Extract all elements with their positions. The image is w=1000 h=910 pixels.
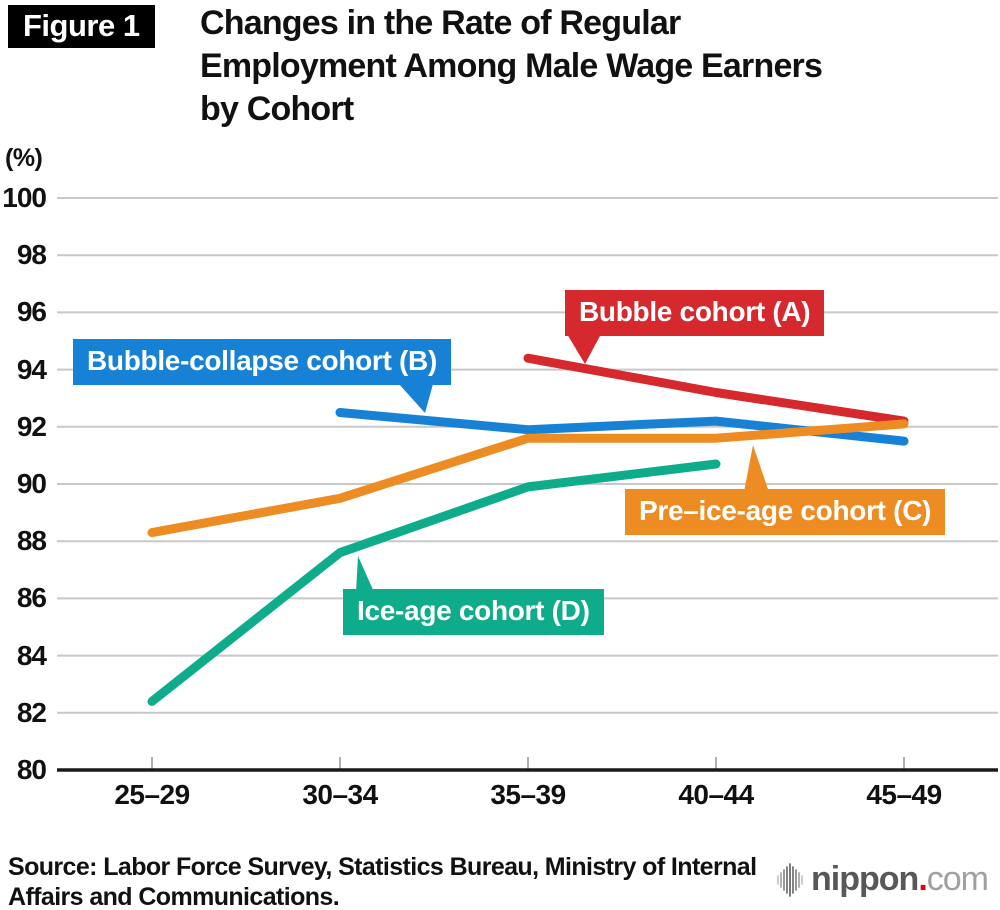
series-line-3 <box>147 459 721 706</box>
nippon-com-logo: nippon.com <box>776 860 989 899</box>
gridlines <box>57 197 998 714</box>
logo-tld: com <box>926 860 989 898</box>
legend-callout-ice-age-cohort: Ice-age cohort (D) <box>343 589 604 635</box>
x-axis-category-label: 35–39 <box>490 779 566 810</box>
axis-baseline-and-ticks <box>57 757 998 772</box>
y-axis-tick-label: 84 <box>16 639 47 671</box>
legend-callout-label: Bubble-collapse cohort (B) <box>87 345 437 376</box>
callout-pointer-tails <box>356 334 769 592</box>
y-axis-tick-label: 92 <box>16 410 47 442</box>
callout-tail-pre-ice-age-cohort <box>744 445 769 492</box>
y-axis-tick-label: 96 <box>16 296 47 328</box>
y-axis-tick-label: 94 <box>16 353 47 385</box>
soundwave-icon <box>777 862 803 897</box>
chart-title-line-2: Employment Among Male Wage Earners <box>200 47 823 85</box>
legend-callout-bubble-collapse-cohort: Bubble-collapse cohort (B) <box>73 339 451 385</box>
logo-name: nippon <box>811 860 919 898</box>
source-note-line-1: Source: Labor Force Survey, Statistics B… <box>8 853 757 881</box>
y-axis-unit-label: (%) <box>5 144 43 172</box>
chart-title-line-1: Changes in the Rate of Regular <box>200 4 681 42</box>
y-axis-tick-label: 88 <box>16 525 47 557</box>
y-axis-tick-label: 90 <box>16 468 47 499</box>
x-axis-category-label: 40–44 <box>678 779 754 810</box>
source-note: Source: Labor Force Survey, Statistics B… <box>8 852 757 910</box>
x-axis-category-label: 25–29 <box>114 779 190 810</box>
series-lines <box>147 353 909 706</box>
legend-callout-pre-ice-age-cohort: Pre–ice-age cohort (C) <box>625 489 946 535</box>
callout-tail-bubble-collapse-cohort <box>399 384 433 413</box>
series-line-2 <box>147 419 909 538</box>
legend-callout-label: Bubble cohort (A) <box>579 296 811 327</box>
callout-tail-bubble-cohort <box>567 334 601 364</box>
y-axis-tick-label: 98 <box>16 239 47 271</box>
y-axis-tick-label: 100 <box>2 182 47 213</box>
legend-callout-label: Pre–ice-age cohort (C) <box>639 495 932 526</box>
logo-wordmark: nippon.com <box>811 860 989 899</box>
source-note-line-2: Affairs and Communications. <box>8 883 340 910</box>
y-axis-tick-label: 80 <box>16 754 47 785</box>
logo-dot: . <box>918 860 928 898</box>
figure-number-badge: Figure 1 <box>8 5 155 48</box>
chart-title: Changes in the Rate of Regular Employmen… <box>200 2 823 131</box>
legend-callout-label: Ice-age cohort (D) <box>357 595 590 626</box>
y-axis-tick-label: 82 <box>16 696 47 728</box>
x-axis-category-label: 45–49 <box>866 779 942 810</box>
y-axis-tick-label: 86 <box>16 582 47 614</box>
chart-title-line-3: by Cohort <box>200 90 354 128</box>
x-axis-category-label: 30–34 <box>302 779 378 810</box>
series-line-0 <box>523 353 909 426</box>
legend-callout-bubble-cohort: Bubble cohort (A) <box>565 290 825 336</box>
callout-tail-ice-age-cohort <box>356 556 374 592</box>
